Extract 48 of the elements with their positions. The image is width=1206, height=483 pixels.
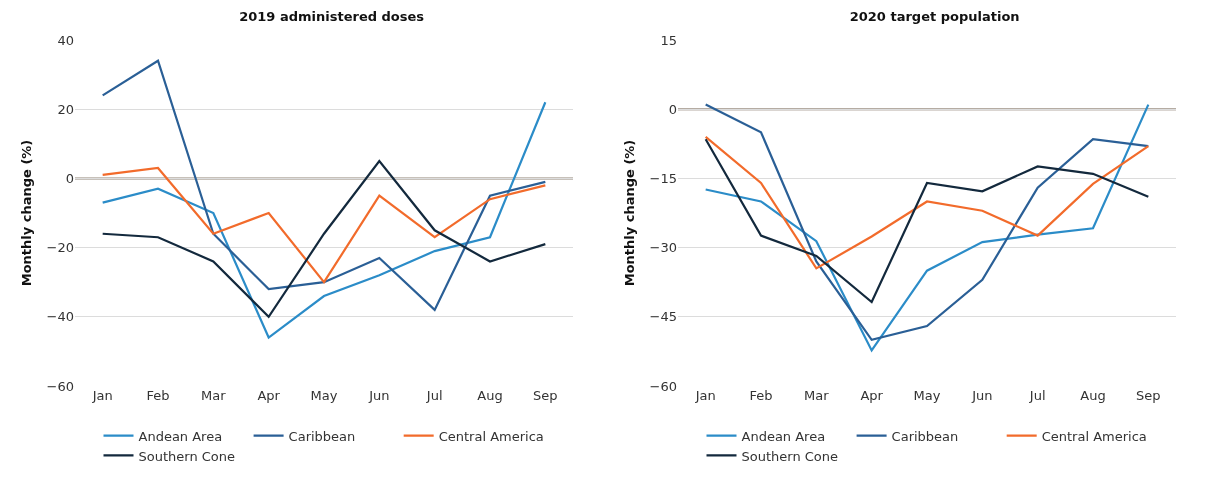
chart-title: 2020 target population <box>849 9 1020 25</box>
x-tick-label: Jan <box>91 388 113 403</box>
y-tick-label: −40 <box>46 309 74 325</box>
y-axis-title: Monthly change (%) <box>18 139 34 287</box>
y-tick-label: −60 <box>46 378 74 394</box>
y-tick-label: −15 <box>649 170 677 186</box>
y-tick-label: 15 <box>660 32 677 48</box>
x-tick-label: May <box>310 388 338 403</box>
x-tick-label: Jul <box>1028 388 1046 403</box>
y-tick-label: 0 <box>65 170 74 186</box>
legend-label: Central America <box>1041 428 1147 444</box>
x-tick-label: Apr <box>860 388 884 403</box>
x-tick-label: Feb <box>749 388 773 403</box>
x-tick-label: Aug <box>1080 388 1106 403</box>
line-series <box>101 160 547 318</box>
line-series <box>101 59 547 311</box>
x-tick-label: Mar <box>804 388 830 403</box>
legend-label: Andean Area <box>741 428 826 444</box>
legend-label: Southern Cone <box>138 448 236 464</box>
chart-title: 2019 administered doses <box>239 9 425 25</box>
y-tick-label: −45 <box>649 309 677 325</box>
y-tick-label: 20 <box>57 101 74 117</box>
line-series <box>101 166 547 284</box>
line-series <box>101 101 547 339</box>
x-tick-label: May <box>913 388 941 403</box>
x-tick-label: Aug <box>477 388 503 403</box>
legend-label: Caribbean <box>891 428 959 444</box>
line-series <box>704 138 1150 304</box>
x-tick-label: Jan <box>694 388 716 403</box>
line-series <box>704 135 1150 270</box>
x-tick-label: Sep <box>533 388 558 403</box>
x-tick-label: Jun <box>368 388 390 403</box>
legend-label: Caribbean <box>288 428 356 444</box>
x-tick-label: Sep <box>1136 388 1161 403</box>
y-tick-label: −60 <box>649 378 677 394</box>
y-tick-label: −30 <box>649 240 677 256</box>
legend-label: Southern Cone <box>741 448 839 464</box>
y-tick-label: −20 <box>46 240 74 256</box>
x-tick-label: Feb <box>146 388 170 403</box>
x-tick-label: Jul <box>425 388 443 403</box>
legend-label: Andean Area <box>138 428 223 444</box>
x-tick-label: Jun <box>971 388 993 403</box>
y-axis-title: Monthly change (%) <box>621 139 637 287</box>
y-tick-label: 0 <box>668 101 677 117</box>
legend-label: Central America <box>438 428 544 444</box>
x-tick-label: Apr <box>257 388 281 403</box>
x-tick-label: Mar <box>201 388 227 403</box>
y-tick-label: 40 <box>57 32 74 48</box>
